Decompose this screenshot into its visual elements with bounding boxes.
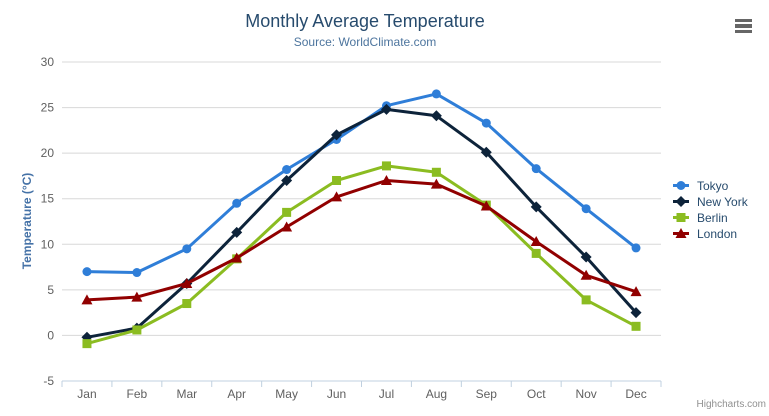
data-point-tokyo-oct[interactable] (531, 164, 541, 174)
data-point-tokyo-aug[interactable] (431, 89, 441, 99)
data-point-london-may[interactable] (281, 221, 293, 232)
data-point-berlin-jan[interactable] (82, 339, 92, 349)
data-point-tokyo-nov[interactable] (581, 204, 591, 214)
x-axis-label: Jun (327, 387, 346, 401)
x-axis-label: Apr (227, 387, 246, 401)
hamburger-menu-icon (735, 19, 752, 23)
data-point-berlin-nov[interactable] (581, 295, 591, 305)
data-point-tokyo-apr[interactable] (232, 198, 242, 208)
chart-title: Monthly Average Temperature (245, 11, 485, 31)
series-line-london[interactable] (85, 179, 638, 302)
data-point-london-jun[interactable] (331, 191, 343, 202)
legend-marker-diamond-icon (673, 196, 689, 207)
x-axis-label: Jul (379, 387, 394, 401)
data-point-london-jul[interactable] (380, 174, 392, 185)
data-point-new-york-apr[interactable] (231, 226, 243, 238)
data-point-london-feb[interactable] (131, 291, 143, 302)
legend-label: London (697, 226, 738, 241)
x-axis-label: Sep (476, 387, 498, 401)
data-point-london-jan[interactable] (81, 294, 93, 305)
y-axis-label: 20 (41, 146, 55, 160)
data-point-london-dec[interactable] (630, 286, 642, 297)
data-point-new-york-sep[interactable] (480, 146, 492, 158)
y-axis-label: 30 (41, 55, 55, 69)
legend-marker-circle-icon (673, 181, 689, 190)
y-axis-label: -5 (43, 374, 54, 388)
data-point-new-york-nov[interactable] (580, 251, 592, 263)
x-axis-label: May (275, 387, 298, 401)
data-point-tokyo-dec[interactable] (631, 243, 641, 253)
data-point-new-york-may[interactable] (281, 174, 293, 186)
y-axis-title: Temperature (°C) (20, 172, 34, 270)
series-line-berlin[interactable] (85, 164, 638, 346)
data-point-tokyo-jan[interactable] (82, 267, 92, 277)
data-point-berlin-feb[interactable] (132, 325, 142, 335)
x-axis-label: Aug (426, 387, 447, 401)
data-point-new-york-jun[interactable] (331, 129, 343, 141)
data-point-london-mar[interactable] (181, 277, 193, 288)
x-axis-label: Dec (625, 387, 646, 401)
x-axis-label: Nov (575, 387, 596, 401)
series-london[interactable] (81, 174, 642, 305)
legend-item-london[interactable]: London (672, 226, 748, 241)
legend: Tokyo New York Berlin London (672, 178, 748, 241)
series-line-new-york[interactable] (85, 107, 638, 339)
legend-item-new-york[interactable]: New York (672, 194, 748, 209)
data-point-berlin-jul[interactable] (381, 161, 391, 171)
credits-link[interactable]: Highcharts.com (696, 399, 766, 410)
legend-label: New York (697, 194, 748, 209)
series-tokyo[interactable] (82, 89, 641, 278)
legend-label: Tokyo (697, 178, 729, 193)
x-axis-label: Jan (77, 387, 96, 401)
legend-item-berlin[interactable]: Berlin (672, 210, 748, 225)
legend-item-tokyo[interactable]: Tokyo (672, 178, 748, 193)
data-point-new-york-aug[interactable] (430, 110, 442, 122)
y-axis-label: 15 (41, 192, 55, 206)
data-point-london-sep[interactable] (480, 200, 492, 211)
data-point-london-oct[interactable] (530, 236, 542, 247)
data-point-berlin-dec[interactable] (631, 321, 641, 331)
data-point-new-york-dec[interactable] (630, 307, 642, 319)
y-axis-label: 25 (41, 101, 55, 115)
y-axis-label: 5 (47, 283, 54, 297)
data-point-new-york-oct[interactable] (530, 201, 542, 213)
data-point-berlin-aug[interactable] (431, 167, 441, 177)
data-point-tokyo-may[interactable] (282, 165, 292, 175)
data-point-tokyo-sep[interactable] (481, 118, 491, 128)
data-point-new-york-jul[interactable] (380, 103, 392, 115)
series-new-york[interactable] (81, 103, 642, 343)
y-axis-label: 0 (47, 328, 54, 342)
chart-subtitle: Source: WorldClimate.com (293, 35, 437, 49)
legend-label: Berlin (697, 210, 728, 225)
data-point-tokyo-mar[interactable] (182, 244, 192, 254)
data-point-london-nov[interactable] (580, 269, 592, 280)
data-point-berlin-mar[interactable] (182, 299, 192, 309)
data-point-london-apr[interactable] (231, 252, 243, 263)
legend-marker-triangle-icon (673, 228, 689, 238)
x-axis-label: Mar (176, 387, 197, 401)
export-menu-button[interactable] (735, 19, 752, 33)
x-axis-label: Oct (527, 387, 546, 401)
data-point-berlin-jun[interactable] (332, 175, 342, 185)
data-point-berlin-oct[interactable] (531, 248, 541, 258)
data-point-london-aug[interactable] (430, 178, 442, 189)
data-point-tokyo-feb[interactable] (132, 268, 142, 278)
legend-marker-square-icon (673, 213, 689, 222)
data-point-berlin-may[interactable] (282, 207, 292, 217)
y-axis-label: 10 (41, 237, 55, 251)
x-axis-label: Feb (127, 387, 148, 401)
